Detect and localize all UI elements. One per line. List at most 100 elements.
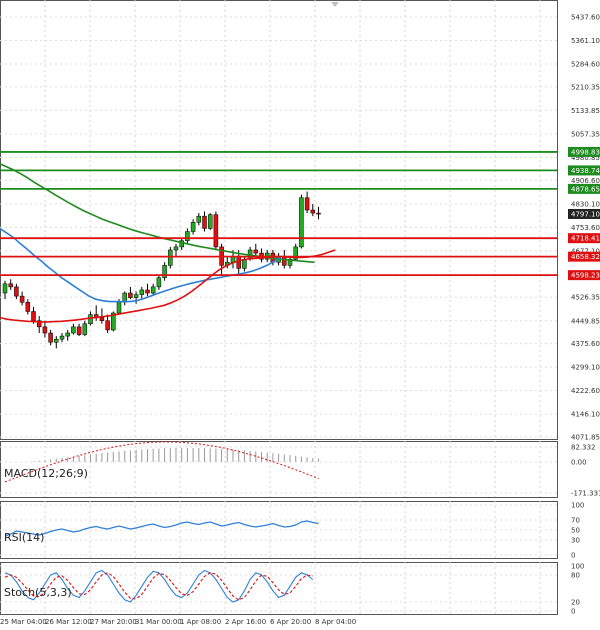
stoch-tick-label: 0 — [571, 608, 575, 616]
level-price-tag — [568, 183, 600, 194]
y-tick-label: 4222.60 — [571, 387, 600, 395]
candle-body — [168, 249, 173, 266]
x-tick-label: 1 Apr 08:00 — [180, 618, 221, 626]
candle-body — [19, 295, 25, 303]
candle-body — [76, 326, 82, 335]
candle-body — [111, 312, 116, 331]
macd-label: MACD(12;26;9) — [4, 467, 88, 480]
candle-body — [213, 214, 219, 248]
y-tick-label: 4526.35 — [571, 294, 600, 302]
candle-body — [36, 320, 42, 328]
stoch-tick-label: 100 — [571, 563, 584, 571]
level-price-tag — [568, 146, 600, 157]
candle-body — [202, 215, 207, 229]
stoch-label: Stoch(5,3,3) — [4, 586, 72, 599]
rsi-tick-label: 70 — [571, 517, 580, 525]
level-price-tag — [568, 165, 600, 176]
macd-signal-line — [4, 441, 319, 483]
level-price-label: 4998.83 — [571, 148, 600, 156]
macd-panel-border — [0, 441, 558, 498]
candle-body — [59, 335, 65, 340]
y-tick-label: 4980.85 — [571, 154, 600, 162]
candle-body — [116, 302, 122, 314]
level-price-label: 4598.23 — [571, 272, 600, 280]
level-price-label: 4878.65 — [571, 185, 600, 193]
candle-body — [304, 197, 310, 211]
candle-body — [173, 246, 179, 251]
candle-body — [310, 209, 316, 214]
candle-body — [316, 212, 321, 215]
level-price-label: 4658.32 — [571, 253, 600, 261]
rsi-tick-label: 50 — [571, 527, 580, 535]
macd-tick-label: 82.332 — [571, 444, 596, 452]
candle-body — [2, 283, 8, 294]
x-tick-label: 2 Apr 16:00 — [225, 618, 266, 626]
candle-body — [150, 286, 156, 294]
y-tick-label: 4375.60 — [571, 340, 600, 348]
y-tick-label: 5210.35 — [571, 83, 600, 91]
rsi-tick-label: 30 — [571, 537, 580, 545]
x-tick-label: 8 Apr 04:00 — [315, 618, 356, 626]
level-price-label: 4938.74 — [571, 167, 600, 175]
y-tick-label: 5284.60 — [571, 61, 600, 69]
y-tick-label: 5133.85 — [571, 107, 600, 115]
main-price-panel: 5437.60 5361.10 5284.60 5210.35 5133.85 5057.… — [0, 14, 600, 442]
candle-body — [156, 277, 162, 288]
last-price-label: 4797.10 — [571, 210, 600, 218]
x-tick-label: 25 Mar 04:00 — [0, 618, 47, 626]
level-price-tag — [568, 233, 600, 244]
candle-body — [196, 215, 202, 223]
level-price-tag — [568, 270, 600, 281]
scroll-marker-icon[interactable] — [331, 2, 339, 7]
last-price-tag — [568, 208, 600, 219]
y-tick-label: 5361.10 — [571, 37, 600, 45]
rsi-label: RSI(14) — [4, 531, 44, 544]
y-tick-label: 4146.10 — [571, 411, 600, 419]
candle-body — [82, 323, 88, 335]
candle-body — [99, 317, 105, 321]
candle-body — [185, 231, 190, 242]
level-price-tag — [568, 251, 600, 262]
candle-body — [54, 338, 59, 343]
candle-body — [287, 258, 293, 266]
candle-body — [145, 289, 150, 294]
level-price-label: 4718.41 — [571, 235, 600, 243]
main-panel-border — [0, 0, 558, 440]
candle-body — [299, 197, 304, 248]
candle-body — [293, 246, 298, 260]
rsi-line — [4, 520, 319, 537]
candle-body — [179, 240, 184, 248]
rsi-panel: 100 70 50 30 0 — [0, 502, 584, 560]
candle-body — [207, 214, 213, 229]
stoch-panel-border — [0, 562, 558, 615]
candle-body — [190, 222, 196, 232]
candle-body — [31, 311, 36, 321]
candle-body — [236, 255, 241, 269]
rsi-panel-border — [0, 501, 558, 559]
candle-body — [65, 332, 70, 337]
moving-average-green — [0, 163, 315, 264]
macd-tick-label: 0.00 — [571, 458, 587, 466]
y-tick-label: 4299.10 — [571, 364, 600, 372]
candle-body — [253, 249, 259, 254]
candle-body — [71, 326, 76, 334]
candle-body — [48, 332, 53, 343]
candle-body — [42, 326, 48, 334]
x-tick-label: 31 Mar 00:00 — [135, 618, 182, 626]
x-tick-label: 6 Apr 20:00 — [270, 618, 311, 626]
y-tick-label: 4906.60 — [571, 177, 600, 185]
y-tick-label: 4071.85 — [571, 434, 600, 442]
rsi-tick-label: 0 — [571, 552, 575, 560]
macd-tick-label: -171.331 — [571, 490, 600, 498]
candle-body — [128, 292, 133, 298]
candle-body — [25, 302, 31, 312]
stoch-tick-label: 80 — [571, 572, 580, 580]
macd-panel: 82.332 0.00 -171.331 — [0, 441, 600, 498]
grid — [0, 0, 558, 615]
candle-body — [162, 265, 167, 278]
y-tick-label: 4753.60 — [571, 224, 600, 232]
candle-body — [8, 283, 13, 288]
